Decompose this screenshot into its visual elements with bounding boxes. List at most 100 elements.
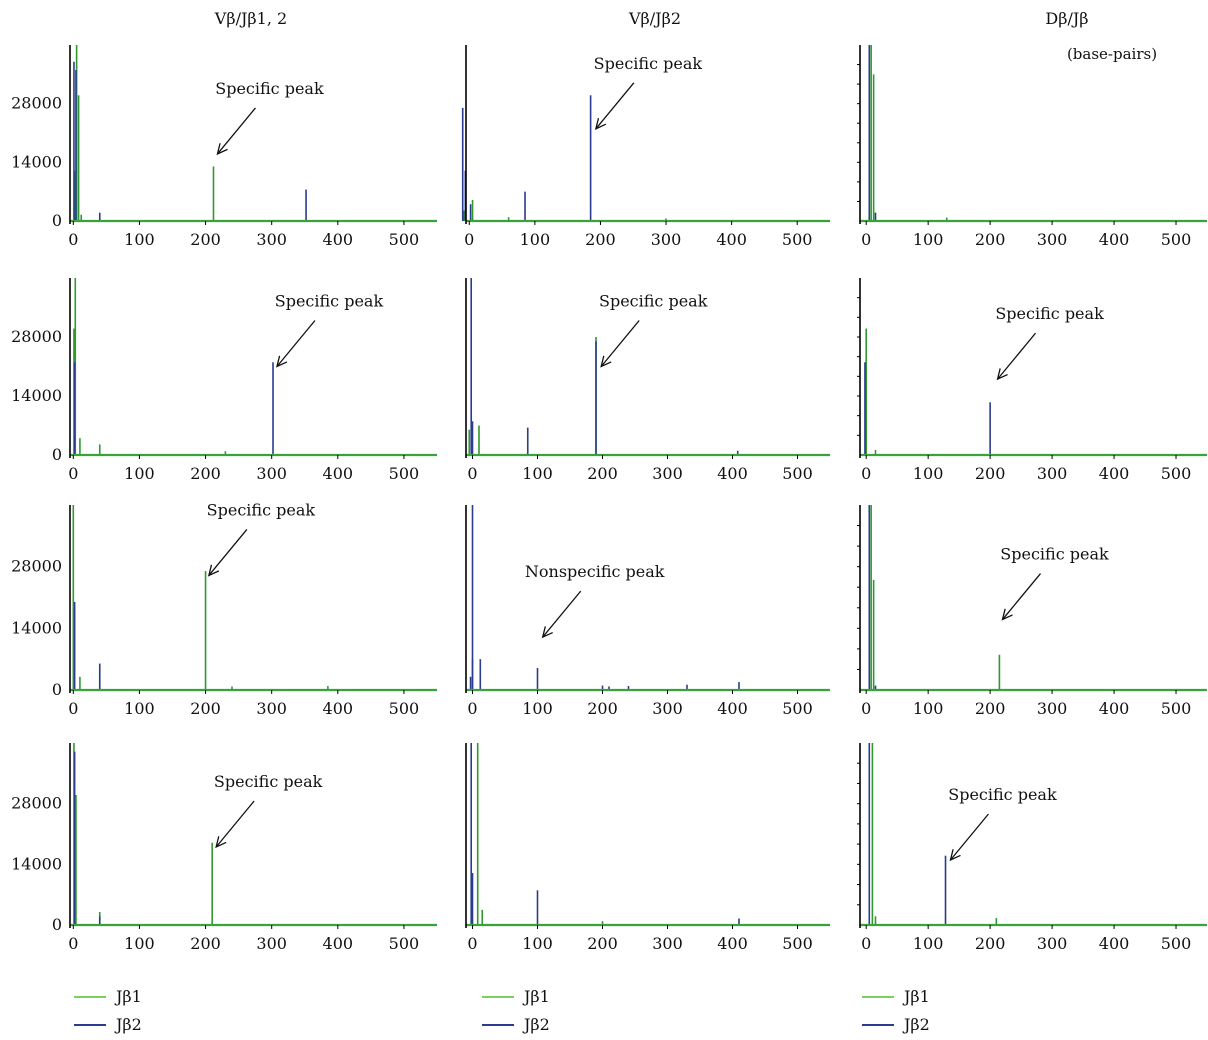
x-tick-label: 400 — [717, 464, 748, 483]
x-tick-label: 300 — [652, 464, 683, 483]
x-tick-label: 500 — [1161, 699, 1192, 718]
x-tick-label: 100 — [522, 934, 553, 953]
x-tick-label: 300 — [652, 699, 683, 718]
x-tick-label: 400 — [323, 699, 354, 718]
panel-row1-col2: 0 100 200 300 400 500 Specific peak — [461, 45, 830, 249]
x-tick-label: 0 — [464, 230, 474, 249]
x-tick-label: 300 — [256, 464, 287, 483]
x-tick-label: 400 — [717, 699, 748, 718]
column-titles: Vβ/Jβ1, 2 Vβ/Jβ2 Dβ/Jβ (base-pairs) — [214, 9, 1157, 63]
legend-label-jb1: Jβ1 — [902, 987, 930, 1006]
y-tick-label: 0 — [52, 445, 62, 464]
annotation-arrowhead — [216, 143, 228, 156]
x-tick-label: 0 — [68, 230, 78, 249]
x-tick-label: 100 — [522, 699, 553, 718]
x-tick-label: 300 — [1037, 934, 1068, 953]
x-tick-label: 400 — [1099, 699, 1130, 718]
legend-label-jb2: Jβ2 — [902, 1015, 930, 1034]
x-tick-label: 100 — [520, 230, 551, 249]
units-label: (base-pairs) — [1067, 45, 1157, 63]
x-tick-label: 100 — [124, 464, 155, 483]
annotation-arrowhead — [600, 355, 612, 368]
x-tick-label: 100 — [124, 230, 155, 249]
x-tick-label: 200 — [585, 230, 616, 249]
x-tick-label: 400 — [717, 934, 748, 953]
x-tick-label: 300 — [1037, 230, 1068, 249]
x-tick-label: 200 — [587, 699, 618, 718]
annotation-arrow — [215, 800, 255, 848]
x-tick-label: 500 — [782, 699, 813, 718]
x-tick-label: 400 — [323, 230, 354, 249]
x-tick-label: 0 — [861, 699, 871, 718]
annotation-label: Specific peak — [599, 292, 708, 311]
x-tick-label: 0 — [68, 699, 78, 718]
annotation-label: Specific peak — [594, 54, 703, 73]
annotation-arrow — [600, 320, 640, 367]
legend-label-jb2: Jβ2 — [114, 1015, 142, 1034]
y-tick-label: 0 — [52, 211, 62, 230]
x-tick-label: 200 — [975, 934, 1006, 953]
x-tick-label: 0 — [861, 464, 871, 483]
y-tick-label: 14000 — [11, 152, 62, 171]
y-tick-label: 0 — [52, 680, 62, 699]
x-tick-label: 400 — [1099, 464, 1130, 483]
annotation-arrowhead — [996, 368, 1008, 381]
annotation-arrowhead — [215, 836, 227, 849]
x-tick-label: 300 — [256, 230, 287, 249]
x-tick-label: 200 — [587, 934, 618, 953]
annotation-arrow — [595, 82, 635, 130]
annotation-arrowhead — [276, 355, 288, 368]
x-tick-label: 0 — [861, 230, 871, 249]
panel-row4-col2: 0 100 200 300 400 500 — [465, 743, 830, 953]
annotation-arrowhead — [541, 626, 553, 639]
x-tick-label: 500 — [782, 464, 813, 483]
x-tick-label: 100 — [913, 934, 944, 953]
panel-row3-col1: 0 100 200 300 400 500 0 14000 28000 Specific peak — [11, 500, 437, 718]
panels-grid: 0 100 200 300 400 500 0 14000 28000 Specific peak… — [11, 45, 1207, 953]
x-tick-label: 500 — [389, 934, 420, 953]
x-tick-label: 200 — [190, 934, 221, 953]
panel-row4-col1: 0 100 200 300 400 500 0 14000 28000 Specific peak — [11, 743, 437, 953]
x-tick-label: 100 — [124, 699, 155, 718]
y-tick-label: 28000 — [11, 94, 62, 113]
panel-row2-col2: 0 100 200 300 400 500 Specific peak — [465, 278, 830, 483]
x-tick-label: 0 — [68, 464, 78, 483]
x-tick-label: 500 — [1161, 934, 1192, 953]
annotation-arrow — [997, 332, 1037, 380]
x-tick-label: 200 — [190, 464, 221, 483]
legend-label-jb1: Jβ1 — [114, 987, 142, 1006]
x-tick-label: 100 — [913, 699, 944, 718]
annotation-arrow — [216, 107, 256, 155]
annotation-label: Specific peak — [214, 772, 323, 791]
column-title-2: Vβ/Jβ2 — [628, 9, 681, 28]
annotation-arrowhead — [1001, 608, 1013, 621]
x-tick-label: 200 — [975, 230, 1006, 249]
x-tick-label: 200 — [975, 699, 1006, 718]
panel-row1-col3: 0 100 200 300 400 500 — [857, 45, 1207, 249]
x-tick-label: 0 — [861, 934, 871, 953]
annotation-label: Specific peak — [215, 79, 324, 98]
y-tick-label: 28000 — [11, 557, 62, 576]
annotation-arrowhead — [594, 117, 607, 130]
annotation-arrowhead — [949, 849, 961, 862]
x-tick-label: 300 — [1037, 699, 1068, 718]
annotation-label: Specific peak — [948, 785, 1057, 804]
x-tick-label: 0 — [467, 934, 477, 953]
x-tick-label: 400 — [716, 230, 747, 249]
x-tick-label: 200 — [587, 464, 618, 483]
y-tick-label: 14000 — [11, 854, 62, 873]
x-tick-label: 200 — [190, 230, 221, 249]
x-tick-label: 200 — [975, 464, 1006, 483]
x-tick-label: 100 — [913, 464, 944, 483]
x-tick-label: 0 — [467, 699, 477, 718]
x-tick-label: 300 — [1037, 464, 1068, 483]
x-tick-label: 100 — [124, 934, 155, 953]
annotation-label: Specific peak — [275, 292, 384, 311]
x-tick-label: 0 — [467, 464, 477, 483]
annotation-arrow — [949, 813, 989, 861]
annotation-label: Specific peak — [207, 500, 316, 519]
x-tick-label: 500 — [389, 464, 420, 483]
annotation-arrow — [1002, 573, 1042, 620]
